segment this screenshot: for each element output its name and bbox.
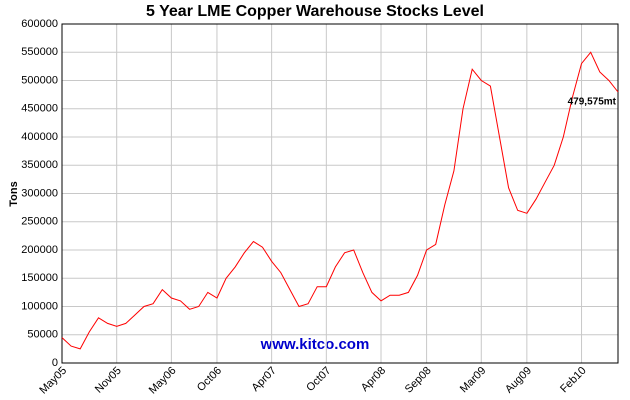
y-tick-label: 500000 (21, 74, 58, 86)
plot-frame (61, 23, 619, 364)
y-tick-label: 250000 (21, 216, 58, 228)
x-tick-label: Nov05 (93, 365, 124, 396)
x-tick-label: Mar09 (458, 365, 489, 396)
y-tick-label: 400000 (21, 131, 58, 143)
x-tick-label: Oct07 (304, 365, 333, 394)
x-tick-label: Apr08 (359, 365, 388, 394)
x-tick-label: May06 (147, 365, 179, 397)
chart-title: 5 Year LME Copper Warehouse Stocks Level (146, 3, 484, 20)
watermark: www.kitco.com (260, 336, 370, 353)
x-tick-label: Feb10 (558, 365, 589, 396)
x-tick-label: May05 (37, 365, 69, 397)
y-tick-label: 450000 (21, 103, 58, 115)
y-axis-label: Tons (8, 181, 20, 206)
x-tick-label: Sep08 (403, 365, 434, 396)
y-tick-label: 550000 (21, 46, 58, 58)
y-tick-label: 300000 (21, 187, 58, 199)
end-annotation: 479,575mt (568, 97, 617, 108)
x-tick-label: Aug09 (503, 365, 534, 396)
y-tick-label: 0 (52, 357, 58, 369)
y-tick-label: 150000 (21, 272, 58, 284)
y-tick-label: 600000 (21, 18, 58, 30)
y-tick-label: 200000 (21, 244, 58, 256)
x-tick-label: Oct06 (195, 365, 224, 394)
y-tick-label: 50000 (27, 329, 58, 341)
y-tick-label: 350000 (21, 159, 58, 171)
x-tick-label: Apr07 (250, 365, 279, 394)
data-line (61, 51, 619, 350)
y-tick-label: 100000 (21, 300, 58, 312)
